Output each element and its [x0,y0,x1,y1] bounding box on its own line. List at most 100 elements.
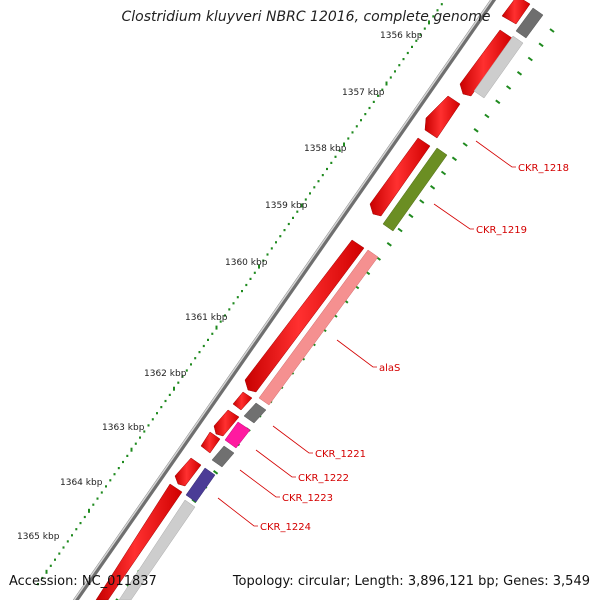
inner-tick [462,142,468,147]
gene-feature[interactable] [473,35,524,99]
coordinate-dot [105,485,107,488]
gene-feature[interactable] [213,409,240,437]
coordinate-dot [343,142,345,147]
coordinate-dot [364,113,367,116]
gene-feature[interactable] [382,147,448,232]
coordinate-dot [160,406,163,409]
coordinate-dot [113,473,116,476]
coordinate-dot [134,442,137,445]
gene-feature[interactable] [424,95,461,139]
coordinate-dot [130,447,133,452]
coordinate-dot [415,39,418,42]
coordinate-dot [58,552,61,555]
coordinate-dot [41,576,44,580]
gene-feature[interactable] [244,239,365,393]
gene-feature[interactable] [232,391,253,411]
coordinate-dot [151,418,154,421]
kbp-tick-label: 1358 kbp [304,144,347,154]
coordinate-dot [292,216,294,219]
coordinate-dot [147,424,150,427]
kbp-tick-labels: 1356 kbp 1357 kbp 1358 kbp 1359 kbp 1360… [17,31,423,542]
coordinate-dot [194,357,197,360]
coordinate-dot [368,106,371,110]
coordinate-dot [398,64,401,67]
coordinate-dot [143,430,146,433]
gene-feature[interactable] [185,467,216,503]
coordinate-dot [394,70,396,73]
gene-feature[interactable] [200,431,221,454]
coordinate-dot [75,528,78,531]
inner-tick [527,56,533,62]
genome-summary: Topology: circular; Length: 3,896,121 bp… [232,574,590,589]
coordinate-dot [45,569,48,574]
gene-feature[interactable] [243,402,267,424]
coordinate-dot [215,325,218,330]
gene-label[interactable]: CKR_1222 [298,473,349,484]
kbp-tick-label: 1359 kbp [265,201,308,211]
coordinate-dot [262,259,265,262]
accession-label: Accession: [9,574,78,589]
gene-feature[interactable] [501,0,531,25]
topology-value: circular [297,574,346,589]
kbp-tick-label: 1356 kbp [380,31,423,41]
coordinate-dot [279,235,282,238]
topology-label: Topology: [232,574,294,589]
kbp-tick-label: 1364 kbp [60,478,103,488]
coordinate-dot [122,460,124,464]
gene-labels: CKR_1218 CKR_1219 alaS CKR_1221 CKR_1222… [260,163,569,533]
coordinate-dot [432,15,435,18]
inner-tick [516,71,523,76]
inner-tick [408,213,414,219]
coordinate-dot [411,45,413,48]
coordinate-dot [173,386,175,391]
coordinate-dot [253,271,256,274]
coordinate-dot [202,344,205,348]
genes-value: 3,549 [552,574,590,589]
gene-feature[interactable] [224,421,251,449]
gene-feature[interactable] [258,249,379,406]
gene-label[interactable]: CKR_1221 [315,449,366,460]
gene-feature[interactable] [95,483,183,600]
coordinate-dot [389,76,392,79]
coordinate-dot [228,308,231,311]
coordinate-dot [275,241,277,244]
gene-feature[interactable] [459,29,513,97]
accession-value: NC_011837 [81,574,157,589]
coordinate-dot [66,540,69,543]
gene-feature[interactable] [369,137,431,217]
inner-tick [430,185,436,190]
inner-tick [397,227,403,233]
gene-label[interactable]: CKR_1218 [518,163,569,174]
gene-feature[interactable] [118,499,196,600]
length-value: 3,896,121 bp [407,574,495,589]
label-leaders [217,140,516,527]
coordinate-dot [334,155,337,158]
coordinate-dot [287,222,290,226]
coordinate-dot [249,277,252,280]
coordinate-dot [79,522,82,525]
gene-label[interactable]: CKR_1223 [282,493,333,504]
coordinate-dot [181,375,184,378]
inner-tick [419,199,425,204]
backbone [72,0,497,600]
inner-tick [451,156,457,162]
gene-feature[interactable] [174,457,202,487]
coordinate-dot [62,546,65,549]
gene-feature[interactable] [211,445,235,468]
forward-strand-track [95,0,531,600]
gene-label[interactable]: CKR_1219 [476,225,527,236]
kbp-tick-label: 1361 kbp [185,313,228,323]
length-label: Length: [354,574,404,589]
coordinate-dot [164,399,167,403]
gene-feature[interactable] [515,7,544,39]
map-title: Clostridium kluyveri NBRC 12016, complet… [121,9,491,25]
gene-label[interactable]: alaS [379,363,400,374]
gene-label[interactable]: CKR_1224 [260,522,311,533]
kbp-tick-label: 1360 kbp [225,258,268,268]
kbp-tick-label: 1357 kbp [342,88,385,98]
coordinate-dot [296,210,299,213]
coordinate-dot [126,454,129,457]
coordinate-dot [330,161,333,164]
reverse-strand-track [118,7,544,600]
